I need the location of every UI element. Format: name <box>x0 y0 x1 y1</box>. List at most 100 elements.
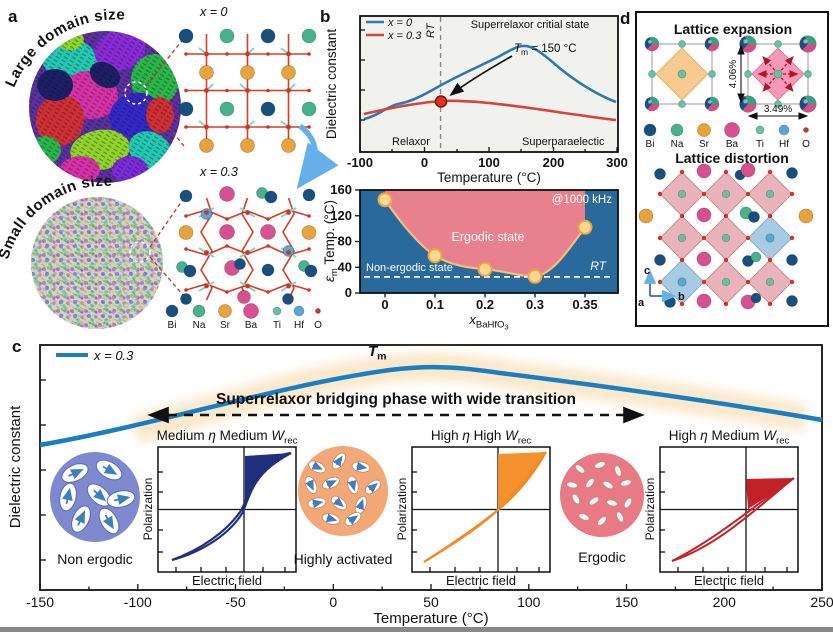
legend-hf: Hf <box>779 139 789 150</box>
atom-legend-d: Bi Na Sr Ba Ti Hf O <box>643 122 810 150</box>
panel-a: a Large domain size x = 0 <box>0 5 339 331</box>
ergodic-nanodomains <box>566 461 632 526</box>
yaxis-title: Dielectric constant <box>7 405 24 528</box>
state-group-ergodic: High η Medium Wrec Ergodic Polarization … <box>560 428 799 588</box>
inset2-title: High η High Wrec <box>431 428 531 447</box>
xtick: -100 <box>124 594 152 610</box>
legend-ti: Ti <box>273 320 281 331</box>
callout-line <box>149 256 185 297</box>
legend-na: Na <box>193 320 206 331</box>
xaxis-labels: -150 -100 -50 0 50 100 150 200 250 <box>26 594 833 610</box>
xtick: 0.3 <box>526 297 544 312</box>
xtick: 0.2 <box>476 297 494 312</box>
polarization-label: Polarization <box>395 478 409 541</box>
xaxis-ticks <box>39 379 823 590</box>
superrelaxor-state-label: Superrelaxor critial state <box>471 19 590 31</box>
lattice-expansion-title: Lattice expansion <box>674 21 792 37</box>
legend-o: O <box>314 320 322 331</box>
legend-x0: x = 0 <box>387 17 413 29</box>
polarization-label: Polarization <box>643 478 657 541</box>
vertical-expansion-pct: 4.06% <box>728 60 739 88</box>
legend-ba: Ba <box>245 320 258 331</box>
x0-label: x = 0 <box>199 5 227 19</box>
panel-d: d Lattice expansion 4.06% 3.49% Bi Na <box>620 9 829 327</box>
xaxis-title: Temperature (°C) <box>373 610 488 627</box>
legend-sr: Sr <box>699 139 710 150</box>
ytick: 160 <box>330 182 352 197</box>
electric-field-label: Electric field <box>192 573 262 588</box>
legend-x03: x = 0.3 <box>93 348 134 363</box>
horizontal-expansion-pct: 3.49% <box>764 104 792 115</box>
frequency-label: @1000 kHz <box>552 194 613 206</box>
electric-field-label: Electric field <box>446 573 516 588</box>
structure-x0 <box>178 28 317 153</box>
xtick: 0 <box>329 594 337 610</box>
superparaelectric-label: Superparaelectic <box>522 136 605 148</box>
state-group-nonergodic: Medium η Medium Wrec Non ergodic Polariz… <box>50 428 298 588</box>
rt-label: RT <box>590 259 607 273</box>
zoom-region-marker <box>129 241 151 263</box>
structure-x03 <box>176 186 318 305</box>
legend-x03: x = 0.3 <box>387 30 422 42</box>
small-domain-image <box>31 197 163 329</box>
transition-arrow-icon <box>296 123 339 190</box>
ergodic-state-label: Ergodic state <box>452 230 525 244</box>
legend-hf: Hf <box>294 320 304 331</box>
hysteresis-loop <box>671 477 795 562</box>
yaxis-title: Dielectric constant <box>324 29 339 140</box>
x03-label: x = 0.3 <box>199 165 238 179</box>
xtick: -100 <box>347 155 373 170</box>
xaxis-title: xBaHfO3 <box>468 312 508 332</box>
activated-label: Highly activated <box>294 551 393 567</box>
legend-sr: Sr <box>220 320 231 331</box>
inset1-title: Medium η Medium Wrec <box>157 428 298 447</box>
xtick: 250 <box>810 594 833 610</box>
legend-bi: Bi <box>168 320 177 331</box>
zoom-region-marker <box>124 81 148 105</box>
wrec-area <box>245 453 291 510</box>
xtick: 200 <box>713 594 737 610</box>
legend-na: Na <box>671 139 684 150</box>
xaxis-title: Temperature (°C) <box>437 170 541 185</box>
panel-b-label: b <box>320 7 330 26</box>
rt-label: RT <box>425 22 437 38</box>
legend-ti: Ti <box>756 139 764 150</box>
electric-field-label: Electric field <box>694 573 764 588</box>
tm-arrow-icon <box>449 55 513 96</box>
axis-triad: c b a <box>638 265 685 309</box>
bridging-phase-label: Superrelaxor bridging phase with wide tr… <box>216 391 576 408</box>
plot-phase-diagram: @1000 kHz Ergodic state Non-ergodic stat… <box>322 182 619 332</box>
ytick: 120 <box>330 208 352 223</box>
panel-c: c x = 0.3 Tm Superrelaxor bridging phase… <box>7 337 833 627</box>
nonergodic-label: Non ergodic <box>57 551 133 567</box>
tm-annotation: Tm = 150 °C <box>514 43 577 57</box>
legend-bi: Bi <box>646 139 655 150</box>
axis-c-label: c <box>644 265 650 277</box>
xtick: 200 <box>543 155 565 170</box>
ergodic-label: Ergodic <box>578 549 625 565</box>
tm-label: Tm <box>368 343 387 363</box>
axis-a-label: a <box>638 297 645 309</box>
distortion-structure: c b a <box>638 162 814 310</box>
axis-b-label: b <box>678 291 685 303</box>
xtick: 150 <box>615 594 639 610</box>
xtick: -150 <box>26 594 54 610</box>
panel-b: b RT x = 0 x = 0.3 Superrelaxor critial … <box>320 7 628 332</box>
xtick: 50 <box>423 594 439 610</box>
atom-legend-a: Bi Na Sr Ba Ti Hf O <box>165 303 322 331</box>
unit-cell-expanded <box>739 35 817 113</box>
state-group-activated: High η High Wrec Highly activated Polari… <box>294 428 551 588</box>
ytick: 80 <box>338 234 352 249</box>
panel-a-label: a <box>8 7 18 26</box>
lattice-distortion-title: Lattice distortion <box>675 150 789 166</box>
inset3-title: High η Medium Wrec <box>669 428 790 447</box>
polarization-label: Polarization <box>141 478 155 541</box>
relaxor-label: Relaxor <box>392 136 430 148</box>
unit-cell-reference <box>644 36 720 112</box>
large-domain-image <box>29 31 181 183</box>
legend-ba: Ba <box>726 139 739 150</box>
legend-o: O <box>802 139 810 150</box>
data-points <box>377 192 593 284</box>
wrec-area <box>498 452 546 510</box>
